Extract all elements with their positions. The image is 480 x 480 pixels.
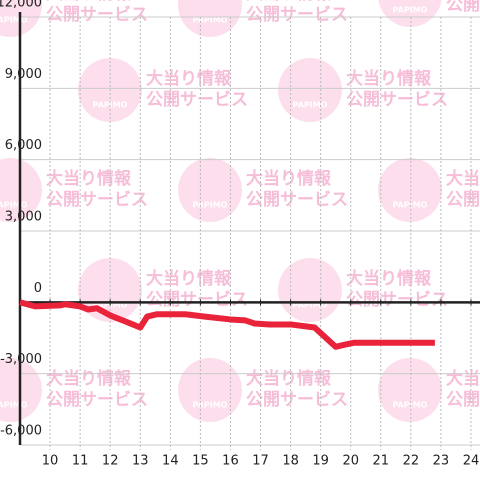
x-tick-label: 21 xyxy=(373,454,390,469)
watermark: PAPIMO大当り情報公開サービスPAPIMO大当り情報公開サービスPAPIMO… xyxy=(0,0,480,422)
watermark-line1: 大当り情報 xyxy=(446,168,480,189)
watermark-line2: 公開サービス xyxy=(46,190,148,210)
x-tick-label: 22 xyxy=(403,454,420,469)
watermark-line2: 公開サービス xyxy=(446,390,480,410)
x-tick-label: 23 xyxy=(433,454,450,469)
x-tick-label: 13 xyxy=(132,454,149,469)
x-tick-label: 14 xyxy=(162,454,179,469)
x-tick-label: 20 xyxy=(342,454,359,469)
watermark-logo-circle xyxy=(378,0,442,27)
watermark-line1: 大当り情報 xyxy=(346,68,432,89)
watermark-logo-circle xyxy=(378,158,442,222)
watermark-line1: 大当り情報 xyxy=(46,168,132,189)
watermark-line2: 公開サービス xyxy=(346,290,448,310)
x-tick-label: 11 xyxy=(72,454,89,469)
x-tick-label: 10 xyxy=(42,454,59,469)
watermark-logo-circle xyxy=(178,0,242,37)
x-tick-label: 12 xyxy=(102,454,119,469)
watermark-logo: PAPIMO xyxy=(193,201,228,210)
watermark-line2: 公開サービス xyxy=(446,0,480,15)
watermark-line2: 公開サービス xyxy=(246,390,348,410)
x-tick-label: 15 xyxy=(192,454,209,469)
y-tick-label: 6,000 xyxy=(5,138,42,153)
watermark-logo-circle xyxy=(278,258,342,322)
watermark-logo: PAPIMO xyxy=(393,6,428,15)
y-tick-label: 3,000 xyxy=(5,210,42,225)
x-tick-label: 16 xyxy=(222,454,239,469)
x-tick-label: 17 xyxy=(252,454,269,469)
watermark-line2: 公開サービス xyxy=(146,90,248,110)
watermark-logo: PAPIMO xyxy=(393,401,428,410)
watermark-line1: 大当り情報 xyxy=(146,68,232,89)
watermark-line1: 大当り情報 xyxy=(246,368,332,389)
watermark-logo: PAPIMO xyxy=(0,201,28,210)
watermark-line1: 大当り情報 xyxy=(246,168,332,189)
watermark-line1: 大当り情報 xyxy=(46,368,132,389)
watermark-logo: PAPIMO xyxy=(0,401,28,410)
series-line xyxy=(19,299,435,350)
watermark-line2: 公開サービス xyxy=(46,5,148,25)
watermark-line1: 大当り情報 xyxy=(146,268,232,289)
x-tick-label: 18 xyxy=(282,454,299,469)
watermark-logo: PAPIMO xyxy=(393,201,428,210)
y-tick-label: 9,000 xyxy=(5,67,42,82)
watermark-logo: PAPIMO xyxy=(0,16,28,25)
y-tick-label: 0 xyxy=(34,281,42,296)
watermark-line2: 公開サービス xyxy=(146,290,248,310)
watermark-logo-circle xyxy=(278,58,342,122)
watermark-logo: PAPIMO xyxy=(193,16,228,25)
y-tick-label: 12,000 xyxy=(0,0,42,11)
watermark-line2: 公開サービス xyxy=(346,90,448,110)
watermark-line2: 公開サービス xyxy=(446,190,480,210)
x-tick-label: 24 xyxy=(463,454,480,469)
watermark-line1: 大当り情報 xyxy=(446,368,480,389)
watermark-line1: 大当り情報 xyxy=(46,0,132,4)
watermark-line1: 大当り情報 xyxy=(246,0,332,4)
watermark-line2: 公開サービス xyxy=(246,190,348,210)
watermark-logo-circle xyxy=(378,358,442,422)
watermark-logo: PAPIMO xyxy=(293,101,328,110)
x-tick-label: 19 xyxy=(312,454,329,469)
watermark-line2: 公開サービス xyxy=(46,390,148,410)
watermark-logo-circle xyxy=(178,358,242,422)
watermark-logo: PAPIMO xyxy=(293,301,328,310)
watermark-logo-circle xyxy=(178,158,242,222)
watermark-line1: 大当り情報 xyxy=(346,268,432,289)
watermark-logo: PAPIMO xyxy=(193,401,228,410)
watermark-line2: 公開サービス xyxy=(246,5,348,25)
